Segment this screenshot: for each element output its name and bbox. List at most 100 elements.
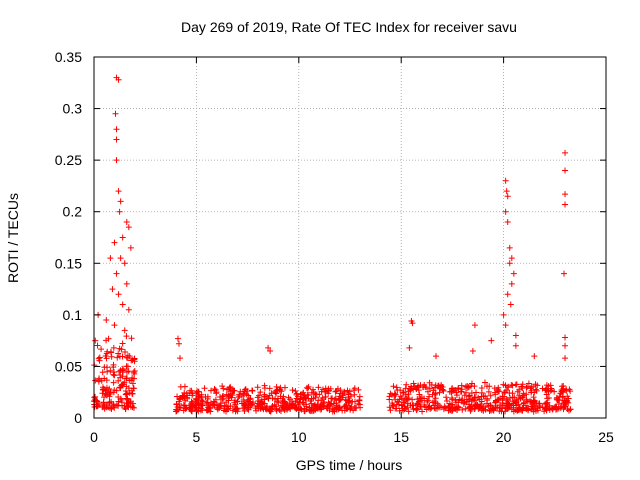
data-point — [545, 388, 552, 395]
data-point — [342, 402, 349, 409]
data-point — [562, 149, 569, 156]
data-point — [325, 390, 332, 397]
data-point — [110, 371, 117, 378]
plot-frame — [93, 56, 607, 419]
data-point — [96, 375, 103, 382]
data-point — [496, 388, 503, 395]
data-point — [274, 398, 281, 405]
data-point — [533, 387, 540, 394]
data-point — [551, 388, 558, 395]
data-point — [348, 403, 355, 410]
data-point — [263, 404, 270, 411]
data-point — [403, 381, 410, 388]
data-point — [266, 392, 273, 399]
data-point — [519, 393, 526, 400]
data-point — [496, 407, 503, 414]
x-tick-label: 25 — [598, 429, 614, 445]
data-point — [216, 394, 223, 401]
data-point — [242, 386, 249, 393]
data-point — [258, 401, 265, 408]
data-point — [503, 396, 510, 403]
data-point — [177, 395, 184, 402]
data-point — [304, 391, 311, 398]
x-tick-label: 15 — [393, 429, 409, 445]
data-point — [519, 381, 526, 388]
data-point — [473, 389, 480, 396]
data-point — [192, 397, 199, 404]
data-point — [407, 402, 414, 409]
data-point — [173, 406, 180, 413]
data-point — [304, 385, 311, 392]
data-point — [534, 382, 541, 389]
data-point — [521, 399, 528, 406]
data-point — [386, 393, 393, 400]
data-point — [455, 404, 462, 411]
data-point — [543, 405, 550, 412]
data-point — [475, 394, 482, 401]
data-point — [449, 388, 456, 395]
data-point — [413, 407, 420, 414]
data-point — [110, 389, 117, 396]
data-point — [350, 387, 357, 394]
data-point — [276, 406, 283, 413]
data-point — [458, 382, 465, 389]
data-point — [301, 405, 308, 412]
data-point — [106, 393, 113, 400]
data-point — [249, 387, 256, 394]
data-point — [116, 208, 123, 215]
data-point — [397, 387, 404, 394]
data-point — [228, 394, 235, 401]
data-point — [492, 398, 499, 405]
data-point — [347, 405, 354, 412]
data-point — [504, 193, 511, 200]
data-point — [287, 405, 294, 412]
data-point — [319, 395, 326, 402]
data-point — [471, 394, 478, 401]
data-point — [426, 385, 433, 392]
x-axis-label: GPS time / hours — [296, 457, 403, 473]
data-point — [488, 407, 495, 414]
data-point — [229, 407, 236, 414]
data-point — [531, 353, 538, 360]
data-point — [254, 384, 261, 391]
data-point — [112, 110, 119, 117]
data-point — [174, 335, 181, 342]
data-point — [244, 397, 251, 404]
data-point — [478, 398, 485, 405]
data-point — [110, 379, 117, 386]
data-point — [94, 342, 101, 349]
data-point — [487, 392, 494, 399]
data-point — [464, 382, 471, 389]
data-point — [123, 363, 130, 370]
data-point — [409, 396, 416, 403]
data-point — [188, 387, 195, 394]
data-point — [422, 383, 429, 390]
data-point — [439, 386, 446, 393]
data-point — [186, 402, 193, 409]
data-point — [127, 244, 134, 251]
data-point — [249, 387, 256, 394]
data-point — [199, 402, 206, 409]
data-point — [459, 396, 466, 403]
data-point — [405, 395, 412, 402]
x-tick-label: 10 — [291, 429, 307, 445]
data-point — [483, 400, 490, 407]
data-point — [125, 224, 132, 231]
chart-title: Day 269 of 2019, Rate Of TEC Index for r… — [181, 19, 517, 35]
data-point — [432, 390, 439, 397]
data-point — [189, 390, 196, 397]
data-point — [393, 384, 400, 391]
data-point — [435, 383, 442, 390]
data-point — [299, 399, 306, 406]
data-point — [510, 270, 517, 277]
data-point — [503, 188, 510, 195]
data-point — [546, 405, 553, 412]
data-point — [193, 404, 200, 411]
data-point — [536, 403, 543, 410]
data-point — [495, 384, 502, 391]
data-point — [115, 76, 122, 83]
data-point — [102, 387, 109, 394]
data-point — [506, 260, 513, 267]
data-point — [478, 385, 485, 392]
